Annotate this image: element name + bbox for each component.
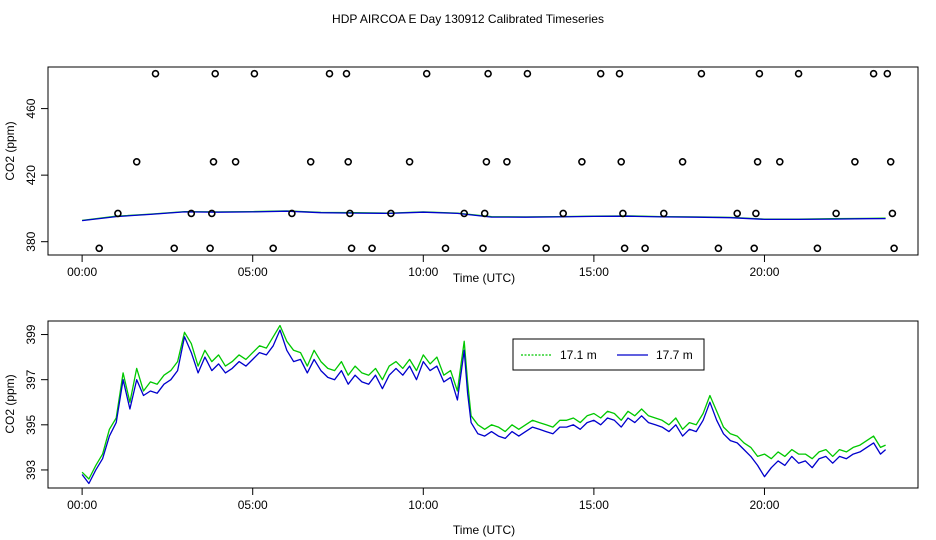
bottom-series-lines bbox=[81, 324, 887, 485]
data-point-marker bbox=[306, 158, 315, 166]
legend-label-17-7m: 17.7 m bbox=[656, 348, 693, 362]
data-point-marker bbox=[231, 158, 240, 166]
legend: 17.1 m 17.7 m bbox=[512, 338, 705, 371]
data-point-marker bbox=[883, 69, 892, 78]
data-point-marker bbox=[578, 158, 586, 166]
top-y-tick-label: 380 bbox=[24, 231, 38, 251]
data-point-marker bbox=[559, 209, 568, 218]
data-point-marker bbox=[615, 69, 624, 78]
bottom-axis-ticks: 00:00 05:00 10:00 15:00 20:00 393 395 397 399 bbox=[24, 324, 780, 512]
bottom-x-tick-label: 05:00 bbox=[238, 498, 268, 512]
bottom-panel: 00:00 05:00 10:00 15:00 20:00 393 395 397 399 Ti… bbox=[3, 320, 919, 537]
data-point-marker bbox=[775, 158, 784, 166]
data-point-marker bbox=[95, 244, 103, 253]
data-point-marker bbox=[114, 209, 122, 218]
data-point-marker bbox=[714, 244, 723, 253]
data-point-marker bbox=[387, 209, 395, 218]
data-point-marker bbox=[620, 244, 629, 253]
top-y-tick-label: 460 bbox=[24, 98, 38, 118]
bottom-series-line-17-7-m bbox=[81, 329, 887, 485]
data-point-marker bbox=[733, 209, 742, 218]
data-point-marker bbox=[697, 69, 706, 78]
data-point-marker bbox=[886, 158, 895, 166]
data-point-marker bbox=[479, 244, 487, 253]
top-x-tick-label: 20:00 bbox=[749, 265, 779, 279]
data-point-marker bbox=[596, 69, 605, 78]
data-point-marker bbox=[344, 158, 353, 166]
top-markers bbox=[95, 69, 898, 253]
top-plot-frame bbox=[47, 66, 919, 256]
bottom-series-line-17-1-m bbox=[81, 324, 886, 480]
top-x-axis-label: Time (UTC) bbox=[453, 271, 515, 285]
data-point-marker bbox=[422, 69, 431, 78]
bottom-y-axis-label: CO2 (ppm) bbox=[3, 374, 17, 433]
top-x-tick-label: 15:00 bbox=[579, 265, 609, 279]
data-point-marker bbox=[441, 244, 450, 253]
data-point-marker bbox=[752, 209, 760, 218]
bottom-x-tick-label: 20:00 bbox=[749, 498, 779, 512]
data-point-marker bbox=[209, 158, 218, 166]
bottom-x-tick-label: 15:00 bbox=[579, 498, 609, 512]
data-point-marker bbox=[888, 209, 897, 218]
data-point-marker bbox=[851, 158, 859, 166]
data-point-marker bbox=[211, 69, 219, 78]
bottom-x-tick-label: 00:00 bbox=[67, 498, 97, 512]
bottom-x-axis-label: Time (UTC) bbox=[453, 523, 515, 537]
data-point-marker bbox=[890, 244, 898, 253]
data-point-marker bbox=[659, 209, 668, 218]
data-point-marker bbox=[151, 69, 160, 78]
data-point-marker bbox=[619, 209, 627, 218]
data-point-marker bbox=[206, 244, 214, 253]
data-point-marker bbox=[250, 69, 259, 78]
data-point-marker bbox=[208, 209, 216, 218]
top-x-tick-label: 00:00 bbox=[67, 265, 97, 279]
data-point-marker bbox=[542, 244, 550, 253]
bottom-y-tick-label: 395 bbox=[24, 414, 38, 434]
data-point-marker bbox=[641, 244, 649, 253]
data-point-marker bbox=[405, 158, 414, 166]
data-point-marker bbox=[755, 69, 764, 78]
top-series-lines bbox=[82, 210, 886, 222]
data-point-marker bbox=[346, 209, 354, 218]
data-point-marker bbox=[753, 158, 762, 166]
data-point-marker bbox=[170, 244, 178, 253]
data-point-marker bbox=[523, 69, 532, 78]
bottom-x-tick-label: 10:00 bbox=[408, 498, 438, 512]
data-point-marker bbox=[325, 69, 334, 78]
data-point-marker bbox=[187, 209, 196, 218]
data-point-marker bbox=[484, 69, 492, 78]
data-point-marker bbox=[750, 244, 759, 253]
data-point-marker bbox=[813, 244, 822, 253]
legend-box bbox=[512, 338, 705, 371]
bottom-y-tick-label: 399 bbox=[24, 324, 38, 344]
bottom-y-tick-label: 397 bbox=[24, 369, 38, 389]
data-point-marker bbox=[869, 69, 878, 78]
legend-label-17-1m: 17.1 m bbox=[560, 348, 597, 362]
data-point-marker bbox=[132, 158, 141, 166]
top-x-tick-label: 05:00 bbox=[238, 265, 268, 279]
data-point-marker bbox=[503, 158, 511, 166]
top-series-line-17-7-m bbox=[82, 210, 886, 222]
data-point-marker bbox=[482, 158, 491, 166]
data-point-marker bbox=[269, 244, 278, 253]
top-axis-ticks: 00:00 05:00 10:00 15:00 20:00 380 420 460 bbox=[24, 98, 780, 279]
bottom-y-tick-label: 393 bbox=[24, 460, 38, 480]
data-point-marker bbox=[678, 158, 687, 166]
top-x-tick-label: 10:00 bbox=[408, 265, 438, 279]
data-point-marker bbox=[347, 244, 356, 253]
data-point-marker bbox=[368, 244, 376, 253]
bottom-plot-frame bbox=[47, 320, 919, 489]
data-point-marker bbox=[342, 69, 351, 78]
data-point-marker bbox=[460, 209, 469, 218]
chart-title: HDP AIRCOA E Day 130912 Calibrated Times… bbox=[332, 12, 604, 26]
data-point-marker bbox=[288, 209, 296, 218]
top-y-axis-label: CO2 (ppm) bbox=[3, 121, 17, 180]
data-point-marker bbox=[480, 209, 489, 218]
top-panel: 00:00 05:00 10:00 15:00 20:00 380 420 460 Time … bbox=[3, 66, 919, 285]
data-point-marker bbox=[794, 69, 803, 78]
data-point-marker bbox=[617, 158, 626, 166]
top-y-tick-label: 420 bbox=[24, 165, 38, 185]
data-point-marker bbox=[832, 209, 840, 218]
